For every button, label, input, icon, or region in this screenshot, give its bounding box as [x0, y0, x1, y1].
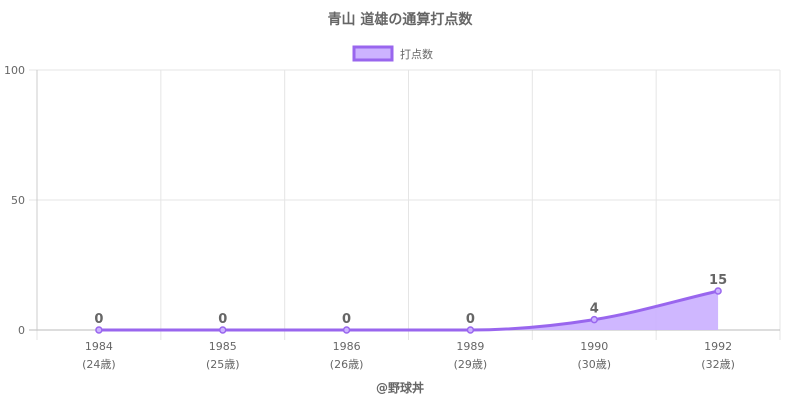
x-tick-sublabel: (29歳) — [454, 358, 488, 371]
x-tick-sublabel: (32歳) — [701, 358, 735, 371]
data-point — [466, 326, 475, 334]
legend-swatch[interactable] — [352, 45, 394, 62]
data-label: 0 — [466, 312, 475, 327]
data-point — [342, 326, 351, 334]
x-tick-sublabel: (30歳) — [577, 358, 611, 371]
data-point — [714, 287, 722, 295]
footer-credit: @野球丼 — [376, 380, 424, 395]
data-label: 0 — [218, 312, 227, 327]
x-tick-label: 1990 — [580, 340, 608, 353]
data-labels: 0 0 0 0 4 15 — [94, 273, 727, 327]
data-point — [219, 326, 227, 334]
x-tick-label: 1992 — [704, 340, 732, 353]
chart-title: 青山 道雄の通算打点数 — [328, 11, 474, 28]
data-point — [590, 315, 598, 324]
legend-label[interactable]: 打点数 — [400, 47, 433, 61]
axes: 0 50 100 1984 (24歳) 1985 (25歳) 1986 (26歳) 1989 (29… — [4, 64, 735, 371]
x-tick-sublabel: (26歳) — [330, 358, 364, 371]
data-label: 0 — [342, 312, 351, 327]
y-tick-label: 0 — [18, 324, 25, 337]
series — [95, 287, 722, 334]
series-line — [98, 289, 719, 332]
legend[interactable]: 打点数 — [352, 45, 433, 62]
data-label: 0 — [94, 312, 103, 327]
y-tick-label: 100 — [4, 64, 25, 77]
x-tick-sublabel: (24歳) — [82, 358, 116, 371]
series-area — [98, 291, 719, 330]
data-label: 15 — [709, 273, 727, 288]
x-tick-label: 1989 — [456, 340, 484, 353]
data-point — [95, 326, 103, 334]
grid — [29, 69, 781, 340]
x-tick-label: 1985 — [209, 340, 237, 353]
y-tick-label: 50 — [11, 194, 25, 207]
data-label: 4 — [590, 302, 599, 317]
x-tick-label: 1984 — [85, 340, 113, 353]
x-tick-label: 1986 — [333, 340, 361, 353]
x-tick-sublabel: (25歳) — [206, 358, 240, 371]
